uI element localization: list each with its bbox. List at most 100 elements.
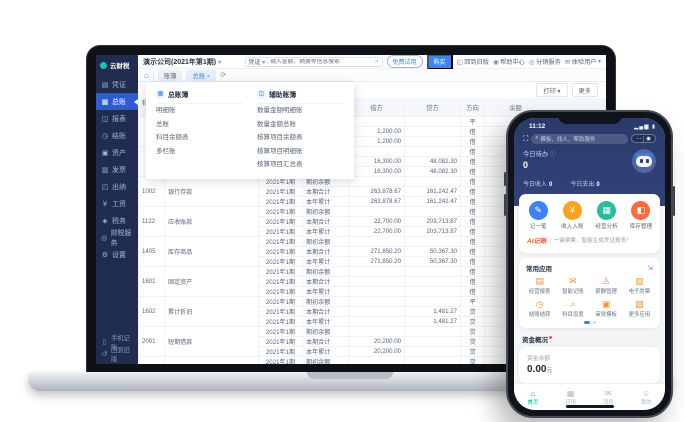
company-selector[interactable]: 演示公司(2021年第1期) ▾ xyxy=(143,58,222,66)
old-version-link[interactable]: ◱ 回到旧版 xyxy=(457,57,489,67)
voucher-search[interactable]: 凭证 ▾ ⌕ xyxy=(244,56,383,67)
direction-cell: 借 xyxy=(460,276,485,287)
sidebar-item-voucher[interactable]: ▤ 凭证 xyxy=(96,76,138,93)
nav-messages[interactable]: ✉ 消息 xyxy=(590,389,628,406)
sidebar-item-reports[interactable]: ◫ 报表 xyxy=(96,110,138,127)
apps-grid: ▤ 经营报表 ✉ 智能记账 ♙ 薪酬管理 ▥ 电子发票 ◷ 结账结转 ⌕ 科目设置 ▣ 审批模板 ▨ 更多应用 xyxy=(523,276,656,318)
menu-item[interactable]: 总账 xyxy=(156,120,169,128)
chevron-down-icon: ▾ xyxy=(218,59,222,66)
home-indicator[interactable] xyxy=(565,405,614,408)
summary-cell: 期初余额 xyxy=(302,356,349,364)
menu-item[interactable]: 核算项目余额表 xyxy=(257,134,303,141)
search-icon: ⌕ xyxy=(535,135,539,141)
promo-banner[interactable]: AI记账 一键录票，智能生成凭证报表！ xyxy=(521,230,658,249)
nav-label: 消息 xyxy=(602,399,614,406)
sidebar-item-salary[interactable]: ￥ 工资 xyxy=(96,195,138,212)
info-icon[interactable]: ⓘ xyxy=(549,152,556,158)
quick-action-inventory[interactable]: ◧ 库存管理 xyxy=(624,201,658,230)
direction-cell: 借 xyxy=(460,236,485,247)
app-item[interactable]: ▤ 经营报表 xyxy=(523,276,556,295)
debit-cell: 263,878.67 xyxy=(348,196,405,207)
user-menu-icon: ✉ xyxy=(564,58,571,66)
help-center-link[interactable]: ◉ 帮助中心 xyxy=(493,57,525,67)
search-icon[interactable]: ⌕ xyxy=(374,57,379,65)
sidebar-item-cashier[interactable]: ◰ 出纳 xyxy=(96,178,138,195)
print-button[interactable]: 打印 ▾ xyxy=(536,83,568,97)
nav-home[interactable]: ⌂ 首页 xyxy=(514,389,552,406)
sidebar-item-settings[interactable]: ⚙ 设置 xyxy=(96,246,138,263)
dot-active[interactable] xyxy=(583,321,590,324)
sidebar-bottom: ▯ 手机记账 ↺ 回到旧版 xyxy=(96,335,138,363)
todo-label: 今日待办 xyxy=(523,151,549,158)
service-link[interactable]: ◎ 分销服务 xyxy=(529,57,561,67)
menu-item[interactable]: 多栏账 xyxy=(156,147,176,155)
more-button[interactable]: 更多 xyxy=(571,83,598,97)
account-code-cell: 2202 xyxy=(138,356,165,364)
debit-cell: 1,200.00 xyxy=(348,126,405,137)
period-cell: 2021年1期 xyxy=(258,306,303,317)
menu-item[interactable]: 科目余额表 xyxy=(156,134,189,141)
sidebar-item-back-old-version[interactable]: ↺ 回到旧版 xyxy=(96,347,138,363)
account-name-cell: 短期借款 xyxy=(164,326,259,357)
home-icon[interactable]: ⌂ xyxy=(144,70,149,80)
stat-label: 今日支出 xyxy=(570,182,595,188)
sidebar-item-invoice[interactable]: ▥ 发票 xyxy=(96,161,138,178)
quick-action-business-analysis[interactable]: ▦ 经营分析 xyxy=(590,201,624,230)
tab-books[interactable]: 账簿 xyxy=(157,69,183,81)
sidebar-item-tax[interactable]: ◈ 税务 xyxy=(96,212,138,229)
phone-search-input[interactable]: ⌕ 模板、找人、帮助服务 xyxy=(531,133,628,144)
user-menu-label: 体验用户 xyxy=(571,59,597,66)
search-input[interactable] xyxy=(270,58,373,65)
user-menu[interactable]: ✉ 体验用户 ▾ xyxy=(564,57,601,67)
tab-general-ledger[interactable]: 总账 × xyxy=(186,69,217,81)
menu-item[interactable]: 明细账 xyxy=(156,107,176,114)
divider xyxy=(549,236,551,244)
sidebar-item-general-ledger[interactable]: ▦ 总账 xyxy=(96,93,138,110)
expand-icon[interactable]: ⇲ xyxy=(647,265,653,272)
menu-item[interactable]: 数量金额总账 xyxy=(257,120,296,128)
app-item[interactable]: ▨ 更多应用 xyxy=(623,299,656,318)
menu-item[interactable]: 核算项目汇总表 xyxy=(257,161,303,168)
close-icon[interactable]: × xyxy=(207,73,211,80)
period-cell: 2021年1期 xyxy=(258,326,303,337)
app-item[interactable]: ◷ 结账结转 xyxy=(523,299,556,318)
nav-mine[interactable]: ☺ 我的 xyxy=(627,389,665,406)
credit-cell: 1,481.27 xyxy=(404,316,461,327)
sidebar-item-finance-tax-service[interactable]: ◎ 财税服务 xyxy=(96,229,138,247)
menu-group-title: 辅助账簿 xyxy=(269,92,297,99)
direction-cell: 贷 xyxy=(460,356,485,364)
quick-action-bookkeeping[interactable]: ✎ 记一笔 xyxy=(521,201,555,230)
funds-card[interactable]: 资金余额 0.00元 xyxy=(519,347,660,383)
table-toolbar: 打印 ▾ 更多 xyxy=(138,82,606,98)
miniprogram-capsule[interactable]: ⋯ ◉ xyxy=(630,134,656,143)
direction-cell: 借 xyxy=(460,196,485,207)
search-category-select[interactable]: 凭证 ▾ xyxy=(248,60,266,66)
app-icon: ◷ xyxy=(535,299,544,309)
scan-icon[interactable]: ⛶ xyxy=(523,133,529,143)
app-item[interactable]: ✉ 智能记账 xyxy=(556,276,589,295)
buy-button[interactable]: 购买 xyxy=(426,55,453,70)
refresh-icon[interactable]: ⟳ xyxy=(220,72,227,79)
close-circle-icon[interactable]: ◉ xyxy=(646,135,651,142)
summary-cell: 本期合计 xyxy=(302,246,349,257)
salary-icon: ￥ xyxy=(101,200,109,208)
app-item[interactable]: ▥ 电子发票 xyxy=(623,276,656,295)
dot[interactable] xyxy=(592,321,596,324)
sidebar-item-assets[interactable]: ▣ 资产 xyxy=(96,144,138,161)
menu-item[interactable]: 数量金额明细账 xyxy=(257,107,303,114)
more-icon[interactable]: ⋯ xyxy=(635,135,642,142)
sidebar-item-label: 工资 xyxy=(112,200,126,208)
phone-power-button xyxy=(673,186,675,216)
ledger-book-icon: ▦ xyxy=(156,89,165,99)
menu-item[interactable]: 核算项目明细账 xyxy=(257,147,303,155)
app-item[interactable]: ♙ 薪酬管理 xyxy=(590,276,623,295)
app-item[interactable]: ⌕ 科目设置 xyxy=(556,299,589,318)
quick-action-income-entry[interactable]: ￥ 收入入账 xyxy=(555,201,589,230)
debit-cell xyxy=(348,276,405,287)
sidebar-item-mobile-bookkeeping[interactable]: ▯ 手机记账 xyxy=(96,335,138,351)
free-trial-button[interactable]: 免费试用 xyxy=(386,55,423,68)
sidebar-item-closing[interactable]: ◷ 结账 xyxy=(96,127,138,144)
nav-apps[interactable]: ▦ 应用 xyxy=(552,389,590,406)
app-item[interactable]: ▣ 审批模板 xyxy=(590,299,623,318)
assistant-robot-icon[interactable] xyxy=(632,149,656,173)
